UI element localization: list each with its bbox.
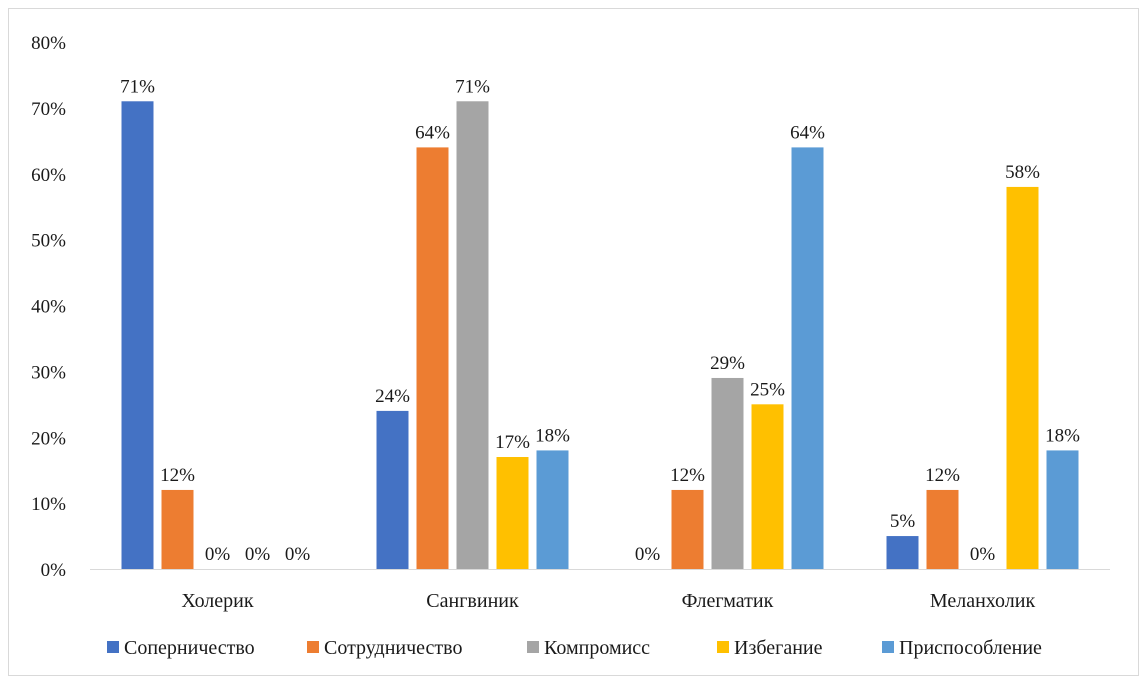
data-label: 71% [455, 76, 490, 97]
y-tick-label: 80% [31, 33, 66, 54]
data-label: 0% [285, 544, 311, 565]
data-label: 0% [970, 544, 996, 565]
data-label: 29% [710, 353, 745, 374]
data-label: 18% [1045, 425, 1080, 446]
y-tick-label: 60% [31, 165, 66, 186]
legend: Соперничество Сотрудничество Компромисс Изб… [107, 637, 1042, 659]
bar-2-3 [671, 489, 704, 569]
legend-label: Соперничество [124, 637, 255, 659]
bar-4-3 [751, 404, 784, 569]
y-tick-label: 30% [31, 362, 66, 383]
data-label: 24% [375, 386, 410, 407]
legend-label: Избегание [734, 637, 823, 659]
legend-swatch-1 [107, 641, 119, 653]
legend-swatch-2 [307, 641, 319, 653]
legend-swatch-3 [527, 641, 539, 653]
y-tick-label: 20% [31, 428, 66, 449]
bar-4-2 [496, 457, 529, 569]
bar-1-1 [121, 101, 154, 569]
bar-5-4 [1046, 450, 1079, 569]
bar-4-4 [1006, 186, 1039, 570]
data-label: 5% [890, 511, 916, 532]
legend-label: Компромисс [544, 637, 650, 659]
data-label: 71% [120, 76, 155, 97]
legend-label: Приспособление [899, 637, 1042, 659]
y-axis: 0% 10% 20% 30% 40% 50% 60% 70% 80% [31, 33, 66, 581]
x-tick-label: Холерик [181, 590, 253, 612]
legend-swatch-4 [717, 641, 729, 653]
legend-label: Сотрудничество [324, 637, 462, 659]
data-label: 25% [750, 379, 785, 400]
data-label: 64% [415, 122, 450, 143]
bars [121, 101, 1079, 570]
data-label: 0% [635, 544, 661, 565]
data-label: 17% [495, 432, 530, 453]
x-axis: Холерик Сангвиник Флегматик Меланхолик [90, 569, 1110, 612]
data-label: 12% [925, 465, 960, 486]
data-label: 0% [205, 544, 231, 565]
x-tick-label: Флегматик [682, 590, 774, 612]
legend-swatch-5 [882, 641, 894, 653]
bar-1-4 [886, 536, 919, 569]
y-tick-label: 0% [41, 560, 67, 581]
data-label: 58% [1005, 162, 1040, 183]
data-label: 12% [670, 465, 705, 486]
x-tick-label: Сангвиник [426, 590, 519, 612]
bar-5-3 [791, 147, 824, 569]
bar-3-3 [711, 377, 744, 569]
data-label: 0% [245, 544, 271, 565]
data-labels: 71%12%0% 0% 0%24%64%71%17% 18%0%12%29%25%64… [120, 76, 1080, 565]
data-label: 12% [160, 465, 195, 486]
y-tick-label: 50% [31, 231, 66, 252]
bar-2-1 [161, 489, 194, 569]
bar-2-2 [416, 147, 449, 569]
bar-5-2 [536, 450, 569, 569]
x-tick-label: Меланхолик [930, 590, 1036, 612]
bar-3-2 [456, 101, 489, 569]
y-tick-label: 70% [31, 99, 66, 120]
y-tick-label: 10% [31, 494, 66, 515]
bar-2-4 [926, 489, 959, 569]
bar-1-2 [376, 410, 409, 569]
data-label: 64% [790, 122, 825, 143]
data-label: 18% [535, 425, 570, 446]
y-tick-label: 40% [31, 297, 66, 318]
